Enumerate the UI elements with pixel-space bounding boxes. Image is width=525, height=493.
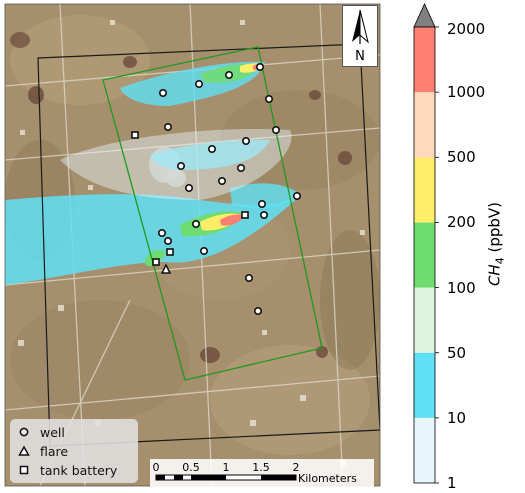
- colorbar-tick-label: 2000: [447, 20, 486, 38]
- colorbar-tick-label: 500: [447, 148, 476, 167]
- flare-triangle-icon: [16, 443, 32, 459]
- colorbar-bin-100-200: [414, 222, 435, 288]
- well-circle-icon: [16, 424, 32, 440]
- colorbar-tick-label: 10: [447, 408, 467, 427]
- wells: [158, 62, 301, 315]
- legend-label-well: well: [40, 424, 65, 440]
- legend-label-tank-battery: tank battery: [40, 462, 118, 478]
- colorbar-bin-1-10: [414, 417, 435, 483]
- legend-label-flare: flare: [40, 443, 69, 459]
- colorbar-tick-label: 50: [447, 343, 467, 362]
- scale-bar-tick-label: 2: [293, 461, 300, 474]
- plume-high-1: [220, 214, 245, 226]
- map-legend: well flare tank battery: [10, 419, 138, 483]
- colorbar-bin-500-1000: [414, 92, 435, 158]
- colorbar: [413, 3, 439, 484]
- tank-batteries: [131, 131, 249, 266]
- colorbar-title-subscript: 4: [493, 257, 507, 265]
- methane-plumes: [5, 61, 300, 285]
- colorbar-tick-label: 100: [447, 278, 476, 297]
- legend-item-flare: flare: [16, 442, 68, 460]
- colorbar-tick-label: 200: [447, 213, 476, 232]
- scale-bar-unit: Kilometers: [298, 472, 357, 485]
- scale-bar: 0 0.5 1 1.5 2 Kilometers: [150, 459, 374, 487]
- survey-area-outline: [102, 46, 323, 381]
- north-arrow-icon: [352, 9, 369, 44]
- colorbar-title: CH4 (ppbV): [486, 202, 507, 286]
- colorbar-frame: [413, 26, 436, 484]
- scale-bar-tick-label: 0: [153, 461, 160, 474]
- flares: [160, 263, 172, 274]
- plume-low-east: [230, 183, 300, 209]
- tank-battery-square-icon: [16, 462, 32, 478]
- scale-bar-tick-label: 1: [223, 461, 230, 474]
- scale-bar-tick-label: 1.5: [252, 461, 270, 474]
- legend-item-well: well: [16, 423, 65, 441]
- colorbar-bin-50-100: [414, 287, 435, 353]
- colorbar-tick-label: 1: [447, 474, 457, 492]
- north-arrow-label: N: [355, 49, 365, 64]
- colorbar-tick-label: 1000: [447, 83, 486, 102]
- colorbar-bin-1000-2000: [414, 27, 435, 93]
- colorbar-bin-200-500: [414, 157, 435, 223]
- plume-pale: [60, 129, 292, 200]
- legend-item-tank-battery: tank battery: [16, 461, 117, 479]
- colorbar-title-species: CH: [485, 264, 504, 287]
- colorbar-bin-10-50: [414, 352, 435, 418]
- colorbar-title-unit: (ppbV): [485, 201, 504, 253]
- scale-bar-tick-label: 0.5: [182, 461, 200, 474]
- north-arrow: N: [342, 5, 378, 67]
- colorbar-extend-arrow: [413, 3, 436, 28]
